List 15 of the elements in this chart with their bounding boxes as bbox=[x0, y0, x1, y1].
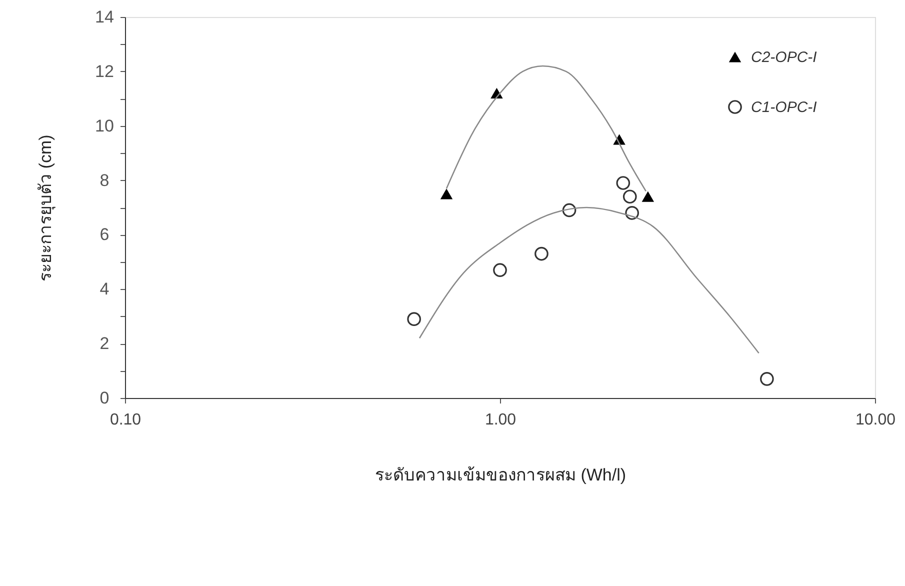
y-tick-label: 12 bbox=[95, 62, 114, 81]
y-tick-label: 10 bbox=[95, 116, 114, 136]
x-axis-title: ระดับความเข้มของการผสม (Wh/l) bbox=[374, 466, 626, 484]
legend-label: C1-OPC-I bbox=[751, 99, 817, 116]
y-tick-label: 0 bbox=[100, 388, 110, 408]
x-tick-label: 10.00 bbox=[855, 412, 896, 428]
y-axis-title: ระยะการยุบตัว (cm) bbox=[36, 134, 56, 282]
y-tick-label: 14 bbox=[95, 8, 114, 26]
y-tick-label: 2 bbox=[100, 334, 110, 354]
y-tick-label: 6 bbox=[100, 225, 110, 244]
legend-label: C2-OPC-I bbox=[751, 49, 817, 66]
x-tick-label: 0.10 bbox=[110, 412, 142, 428]
x-tick-label: 1.00 bbox=[484, 412, 516, 428]
y-tick-label: 4 bbox=[100, 280, 110, 299]
y-tick-label: 8 bbox=[100, 170, 110, 190]
